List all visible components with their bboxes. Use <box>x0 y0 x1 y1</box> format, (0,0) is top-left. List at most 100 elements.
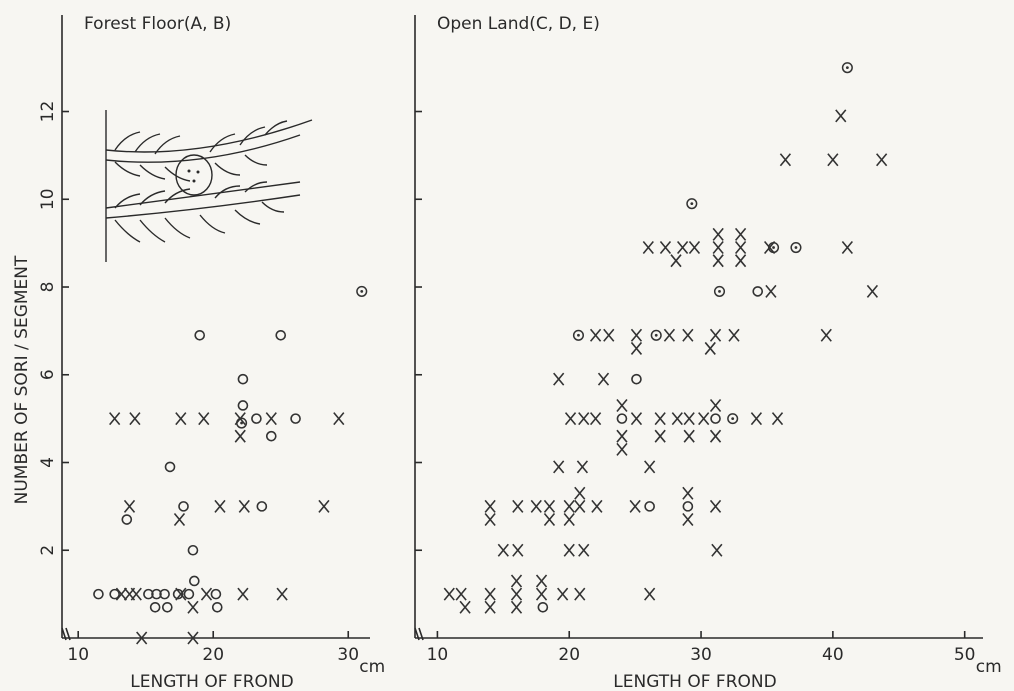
point <box>765 284 777 298</box>
x-stroke <box>629 499 641 513</box>
point <box>136 631 148 645</box>
x-stroke <box>443 587 455 601</box>
point <box>616 413 628 424</box>
point <box>629 499 641 513</box>
x-stroke <box>563 513 575 527</box>
x-stroke <box>683 412 695 426</box>
point <box>841 241 853 255</box>
x-stroke <box>841 241 853 255</box>
o-ring <box>644 501 655 512</box>
o-ring <box>710 413 721 424</box>
x-stroke <box>682 486 694 500</box>
point <box>484 600 496 614</box>
point <box>763 241 776 255</box>
point <box>728 328 740 342</box>
point <box>670 254 682 268</box>
point <box>237 400 249 411</box>
point <box>159 588 170 600</box>
point <box>709 429 722 443</box>
x-stroke <box>574 587 586 601</box>
o-ring <box>841 62 853 74</box>
point <box>237 587 249 601</box>
o-ring <box>164 461 176 473</box>
x-stroke <box>510 600 523 614</box>
o-ring <box>572 329 585 341</box>
o-ring <box>356 285 368 297</box>
point <box>149 601 161 613</box>
y-tick-label: 8 <box>38 282 58 293</box>
x-stroke <box>827 153 839 167</box>
point <box>211 601 223 613</box>
point <box>455 587 467 601</box>
point <box>512 543 524 557</box>
x-stroke <box>644 587 656 601</box>
point <box>109 412 121 426</box>
point <box>597 372 610 386</box>
x-stroke <box>734 254 747 268</box>
o-ring <box>178 501 189 512</box>
chart-title: Open Land(C, D, E) <box>437 14 600 34</box>
point <box>553 372 565 386</box>
point <box>630 341 643 355</box>
x-stroke <box>129 412 141 426</box>
point <box>237 373 249 385</box>
point <box>827 153 839 167</box>
point <box>290 413 301 424</box>
point <box>178 501 189 512</box>
x-unit: cm <box>359 657 385 677</box>
x-stroke <box>734 241 747 255</box>
point <box>537 601 549 613</box>
x-stroke <box>642 241 654 255</box>
x-stroke <box>234 429 246 443</box>
x-stroke <box>574 499 586 513</box>
point <box>172 588 184 600</box>
x-stroke <box>576 460 589 474</box>
y-tick-label: 4 <box>38 457 58 468</box>
o-dot <box>690 202 694 206</box>
o-dot <box>577 333 580 337</box>
point <box>109 588 120 600</box>
point <box>265 430 277 442</box>
x-stroke <box>820 328 832 342</box>
x-stroke <box>187 631 199 645</box>
o-ring <box>211 601 223 613</box>
x-stroke <box>238 499 250 513</box>
o-dot <box>240 421 243 425</box>
point <box>275 329 287 341</box>
point <box>563 513 575 527</box>
x-stroke <box>510 587 523 601</box>
o-ring <box>183 588 195 600</box>
o-ring <box>172 588 184 600</box>
point <box>256 501 268 512</box>
point <box>189 575 200 587</box>
point <box>683 429 695 443</box>
point <box>591 499 603 513</box>
point <box>713 285 726 297</box>
x-stroke <box>535 587 548 601</box>
point <box>318 499 330 513</box>
point <box>510 574 523 588</box>
point <box>173 513 186 527</box>
x-stroke <box>876 153 888 167</box>
x-stroke <box>455 587 467 601</box>
x-stroke <box>728 328 740 342</box>
point <box>630 328 643 342</box>
x-stroke <box>175 412 187 426</box>
point <box>790 241 802 254</box>
point <box>767 241 780 254</box>
point <box>115 587 128 601</box>
o-ring <box>767 241 780 254</box>
x-stroke <box>654 429 666 443</box>
x-stroke <box>578 412 590 426</box>
o-ring <box>162 601 173 613</box>
x-stroke <box>333 412 345 426</box>
point <box>175 412 187 426</box>
point <box>574 486 586 500</box>
x-stroke <box>563 543 575 557</box>
point <box>187 544 199 556</box>
point <box>574 499 586 513</box>
point <box>236 417 248 429</box>
point <box>644 460 656 474</box>
point <box>654 412 666 426</box>
